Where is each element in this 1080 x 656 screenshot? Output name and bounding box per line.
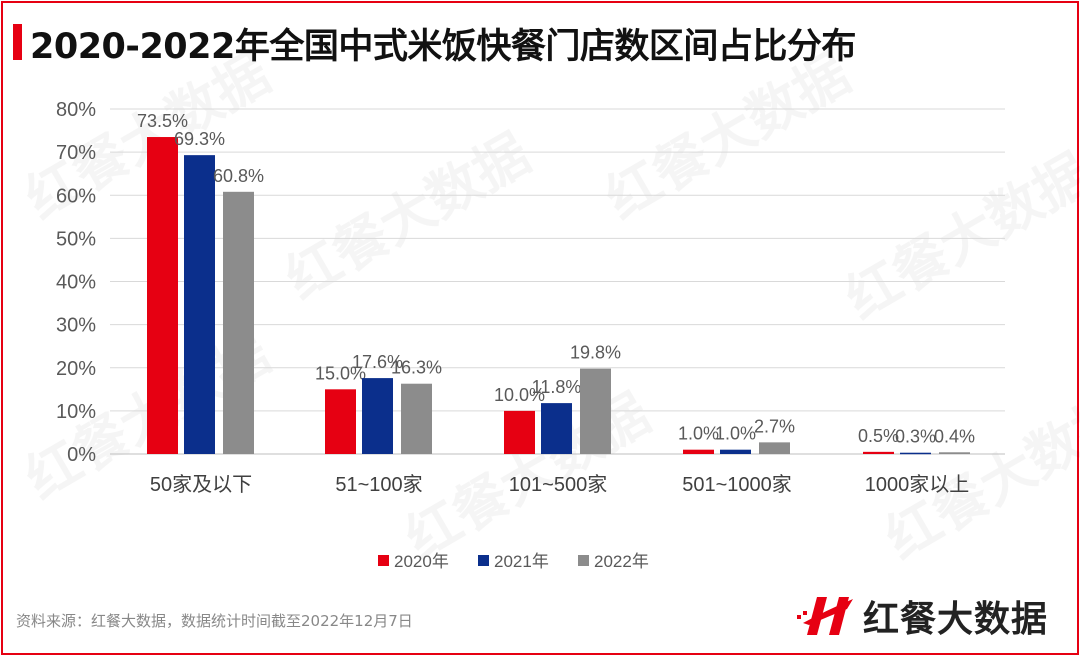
data-label: 2.7% xyxy=(754,416,795,436)
legend-label: 2020年 xyxy=(394,552,449,571)
bar-2021年 xyxy=(900,452,931,455)
bar-2020年 xyxy=(504,410,535,454)
bar-2020年 xyxy=(863,451,894,454)
x-tick-label: 51~100家 xyxy=(335,473,422,496)
bar-2020年 xyxy=(147,137,178,454)
logo-text: 红餐大数据 xyxy=(863,599,1049,640)
bar-2022年 xyxy=(223,191,254,455)
data-label: 1.0% xyxy=(678,424,719,444)
watermark: 红餐大数据 xyxy=(836,143,1080,330)
bar-2021年 xyxy=(362,378,393,454)
x-tick-label: 101~500家 xyxy=(509,473,607,496)
bar-2020年 xyxy=(683,449,714,454)
data-label: 19.8% xyxy=(570,343,621,363)
logo-h-icon xyxy=(797,597,853,635)
data-label: 10.0% xyxy=(494,385,545,405)
y-tick-label: 10% xyxy=(56,401,96,423)
bar-2022年 xyxy=(580,368,611,454)
data-label: 0.3% xyxy=(895,427,936,447)
y-tick-label: 40% xyxy=(56,272,96,294)
legend-label: 2021年 xyxy=(494,552,549,571)
data-label: 1.0% xyxy=(715,424,756,444)
bar-2020年 xyxy=(325,389,356,454)
y-tick-label: 60% xyxy=(56,185,96,207)
bar-2021年 xyxy=(541,403,572,454)
data-label: 15.0% xyxy=(315,363,366,383)
y-tick-label: 70% xyxy=(56,142,96,164)
chart-title: 2020-2022年全国中式米饭快餐门店数区间占比分布 xyxy=(30,27,856,67)
y-tick-label: 50% xyxy=(56,228,96,250)
legend-swatch xyxy=(578,555,589,566)
x-tick-label: 501~1000家 xyxy=(682,473,792,496)
data-label: 11.8% xyxy=(532,377,582,397)
data-label: 69.3% xyxy=(174,129,225,149)
title-accent-bar xyxy=(13,24,22,60)
data-label: 16.3% xyxy=(391,358,442,378)
watermark: 红餐大数据 xyxy=(596,43,860,230)
y-tick-label: 80% xyxy=(56,99,96,121)
y-tick-label: 30% xyxy=(56,315,96,337)
x-tick-label: 1000家以上 xyxy=(865,473,970,496)
x-tick-label: 50家及以下 xyxy=(150,473,252,496)
bar-2021年 xyxy=(720,449,751,454)
legend-swatch xyxy=(378,555,389,566)
logo: 红餐大数据 xyxy=(795,590,1048,642)
y-tick-label: 20% xyxy=(56,358,96,380)
watermark: 红餐大数据 xyxy=(276,123,540,310)
legend-swatch xyxy=(478,555,489,566)
data-label: 73.5% xyxy=(137,111,188,131)
data-label: 0.5% xyxy=(858,426,899,446)
bar-2022年 xyxy=(939,452,970,454)
source-note: 资料来源：红餐大数据，数据统计时间截至2022年12月7日 xyxy=(16,612,413,630)
bar-2021年 xyxy=(184,155,215,455)
legend-label: 2022年 xyxy=(594,552,649,571)
data-label: 17.6% xyxy=(352,352,403,372)
y-tick-label: 0% xyxy=(67,444,96,466)
data-label: 0.4% xyxy=(934,426,975,446)
data-label: 60.8% xyxy=(213,166,264,186)
bar-2022年 xyxy=(401,383,432,454)
bar-2022年 xyxy=(759,442,790,454)
